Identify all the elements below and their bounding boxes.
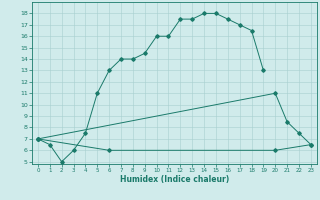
X-axis label: Humidex (Indice chaleur): Humidex (Indice chaleur) [120,175,229,184]
